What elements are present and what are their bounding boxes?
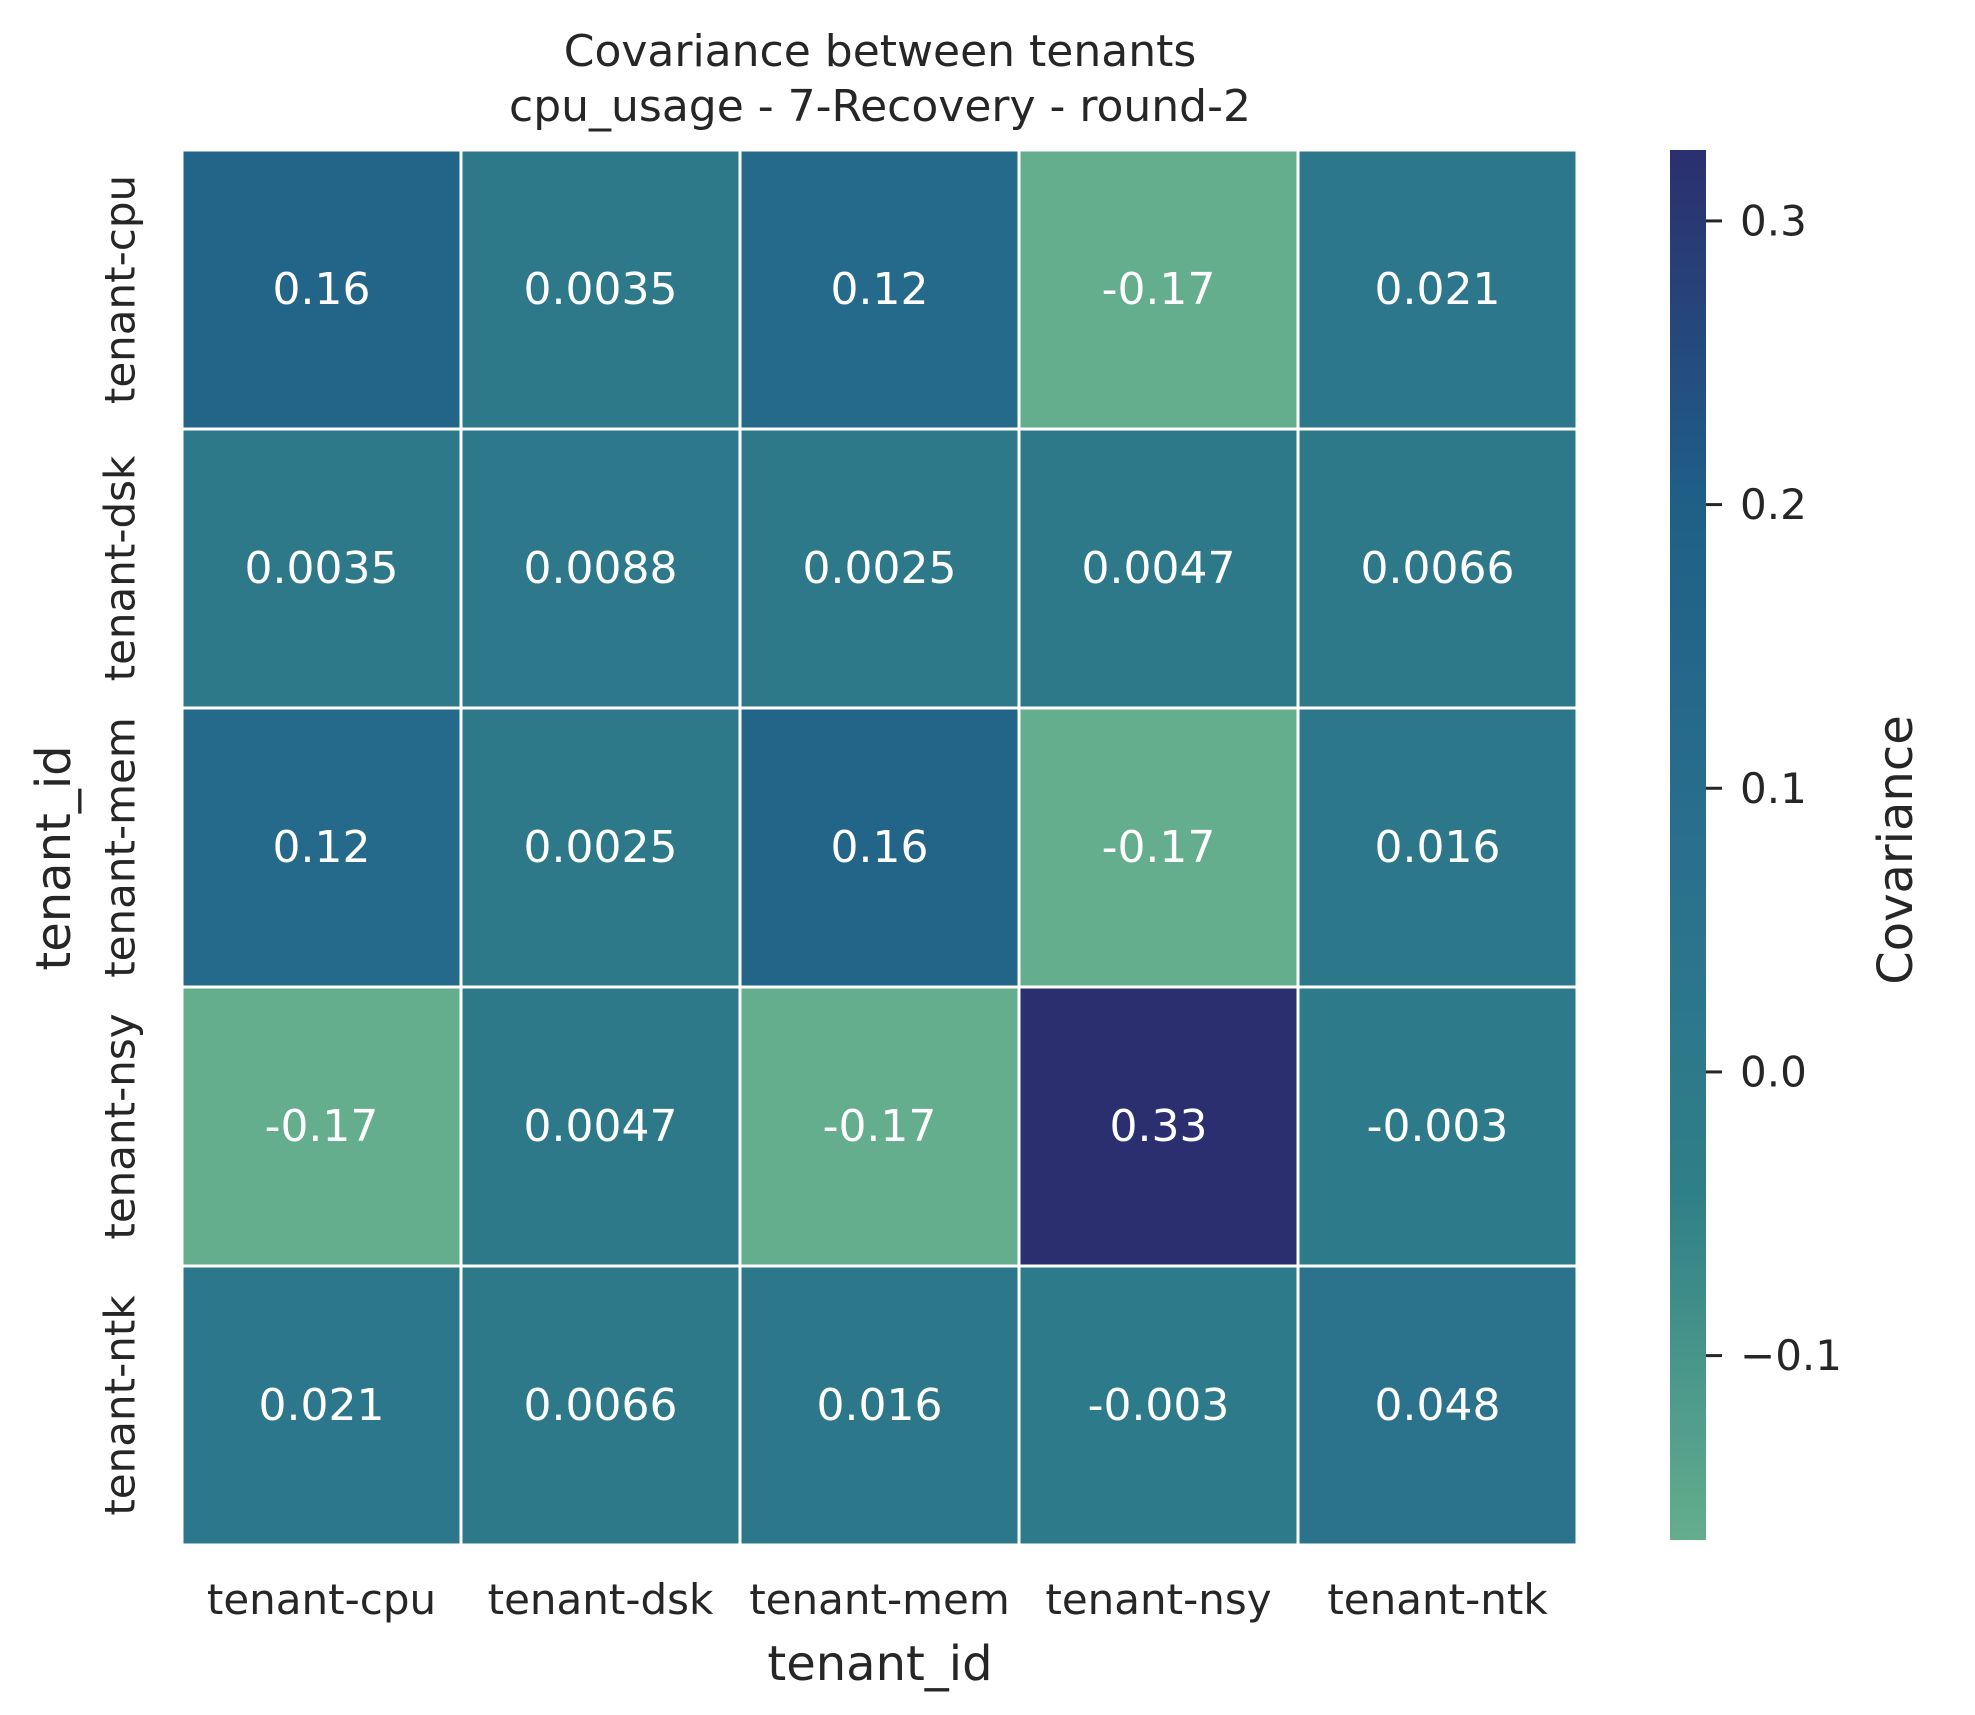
colorbar-ticks: 0.3 0.2 0.1 0.0 −0.1 bbox=[1706, 196, 1842, 1380]
chart-subtitle: cpu_usage - 7-Recovery - round-2 bbox=[509, 81, 1251, 132]
cell-value-label: 0.0047 bbox=[524, 1101, 678, 1152]
cell-value-label: 0.048 bbox=[1375, 1380, 1501, 1431]
x-tick-label: tenant-mem bbox=[749, 1575, 1010, 1624]
cell-value-label: -0.17 bbox=[1102, 822, 1216, 873]
heatmap-cell bbox=[180, 427, 463, 710]
cell-value-label: -0.003 bbox=[1367, 1101, 1509, 1152]
y-axis-label: tenant_id bbox=[26, 745, 82, 970]
x-tick-label: tenant-cpu bbox=[207, 1575, 436, 1624]
heatmap-cell bbox=[1296, 706, 1579, 989]
colorbar-tick-label: 0.3 bbox=[1740, 196, 1807, 245]
heatmap-cell bbox=[738, 1264, 1021, 1547]
colorbar-tick-label: 0.2 bbox=[1740, 480, 1807, 529]
heatmap-cell bbox=[459, 706, 742, 989]
cell-value-label: 0.016 bbox=[1375, 822, 1501, 873]
cell-value-label: 0.33 bbox=[1110, 1101, 1208, 1152]
cell-value-label: 0.0035 bbox=[524, 264, 678, 315]
heatmap-cell bbox=[180, 148, 463, 431]
cell-value-label: -0.003 bbox=[1088, 1380, 1230, 1431]
cell-value-label: 0.0088 bbox=[524, 543, 678, 594]
heatmap-cell bbox=[1296, 148, 1579, 431]
heatmap-cell bbox=[459, 985, 742, 1268]
cell-value-label: -0.17 bbox=[823, 1101, 937, 1152]
heatmap-cell bbox=[1296, 985, 1579, 1268]
colorbar-label: Covariance bbox=[1868, 715, 1924, 985]
cell-value-label: -0.17 bbox=[265, 1101, 379, 1152]
x-axis-label: tenant_id bbox=[767, 1636, 992, 1692]
colorbar-tick-label: −0.1 bbox=[1740, 1331, 1842, 1380]
x-tick-label: tenant-nsy bbox=[1045, 1575, 1271, 1624]
cell-value-label: 0.12 bbox=[831, 264, 929, 315]
heatmap-cells: 0.16 0.0035 0.12 -0.17 0.021 0.0035 0.0088 0.00… bbox=[180, 148, 1579, 1547]
cell-value-label: 0.021 bbox=[259, 1380, 385, 1431]
chart-title: Covariance between tenants bbox=[564, 26, 1197, 77]
cell-value-label: 0.0035 bbox=[245, 543, 399, 594]
cell-value-label: 0.16 bbox=[273, 264, 371, 315]
heatmap-cell bbox=[1017, 706, 1300, 989]
colorbar-tick-label: 0.0 bbox=[1740, 1047, 1807, 1096]
heatmap-cell bbox=[1296, 1264, 1579, 1547]
heatmap-cell bbox=[738, 985, 1021, 1268]
cell-value-label: 0.0025 bbox=[803, 543, 957, 594]
y-tick-label: tenant-dsk bbox=[96, 455, 145, 681]
heatmap-cell bbox=[738, 427, 1021, 710]
heatmap-cell bbox=[1017, 985, 1300, 1268]
cell-value-label: 0.0066 bbox=[1361, 543, 1515, 594]
y-tick-label: tenant-nsy bbox=[96, 1013, 145, 1239]
heatmap-cell bbox=[738, 706, 1021, 989]
y-tick-label: tenant-mem bbox=[96, 717, 145, 978]
colorbar bbox=[1670, 150, 1706, 1540]
cell-value-label: 0.0047 bbox=[1082, 543, 1236, 594]
x-tick-label: tenant-ntk bbox=[1327, 1575, 1548, 1624]
cell-value-label: 0.12 bbox=[273, 822, 371, 873]
cell-value-label: 0.0066 bbox=[524, 1380, 678, 1431]
x-tick-labels: tenant-cpu tenant-dsk tenant-mem tenant-nsy… bbox=[207, 1575, 1548, 1624]
heatmap-cell bbox=[738, 148, 1021, 431]
colorbar-tick-label: 0.1 bbox=[1740, 764, 1807, 813]
heatmap-cell bbox=[459, 148, 742, 431]
y-tick-labels: tenant-cpu tenant-dsk tenant-mem tenant-nsy… bbox=[96, 175, 145, 1516]
heatmap-cell bbox=[1296, 427, 1579, 710]
cell-value-label: 0.016 bbox=[817, 1380, 943, 1431]
y-tick-label: tenant-cpu bbox=[96, 175, 145, 404]
cell-value-label: -0.17 bbox=[1102, 264, 1216, 315]
cell-value-label: 0.16 bbox=[831, 822, 929, 873]
heatmap-cell bbox=[1017, 148, 1300, 431]
heatmap-cell bbox=[180, 985, 463, 1268]
y-tick-label: tenant-ntk bbox=[96, 1295, 145, 1516]
heatmap-cell bbox=[180, 1264, 463, 1547]
cell-value-label: 0.0025 bbox=[524, 822, 678, 873]
cell-value-label: 0.021 bbox=[1375, 264, 1501, 315]
heatmap-cell bbox=[459, 1264, 742, 1547]
x-tick-label: tenant-dsk bbox=[488, 1575, 714, 1624]
